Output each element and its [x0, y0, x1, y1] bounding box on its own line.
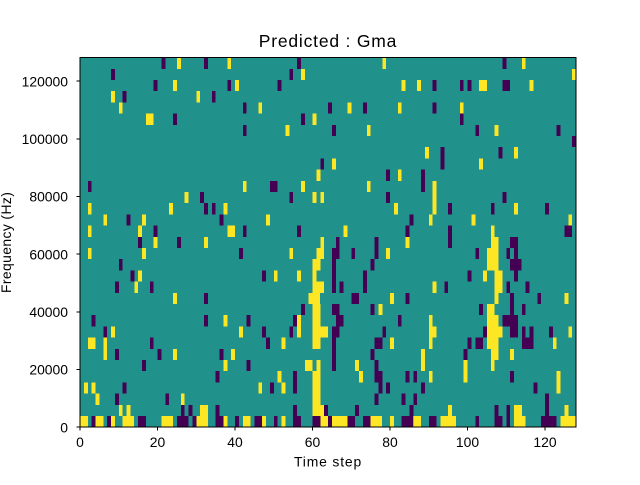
svg-text:80: 80 — [382, 434, 398, 450]
svg-text:20: 20 — [150, 434, 166, 450]
svg-text:20000: 20000 — [29, 362, 68, 378]
svg-text:120000: 120000 — [22, 73, 69, 89]
svg-text:40: 40 — [227, 434, 243, 450]
svg-text:0: 0 — [76, 434, 84, 450]
svg-text:80000: 80000 — [29, 189, 68, 205]
svg-text:120: 120 — [533, 434, 556, 450]
svg-text:100: 100 — [456, 434, 479, 450]
svg-text:100000: 100000 — [22, 131, 69, 147]
svg-text:40000: 40000 — [29, 304, 68, 320]
svg-text:Predicted : Gma: Predicted : Gma — [259, 31, 397, 51]
svg-text:60: 60 — [305, 434, 321, 450]
svg-text:Frequency (Hz): Frequency (Hz) — [0, 192, 14, 293]
svg-text:Time step: Time step — [294, 454, 362, 470]
svg-text:60000: 60000 — [29, 246, 68, 262]
svg-text:0: 0 — [60, 419, 68, 435]
